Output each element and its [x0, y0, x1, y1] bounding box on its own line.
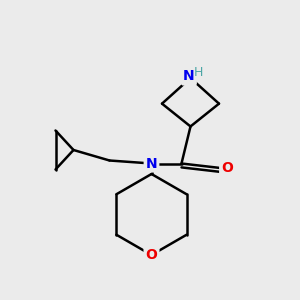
Text: N: N — [146, 157, 157, 170]
Text: O: O — [146, 248, 158, 262]
Text: O: O — [221, 161, 233, 175]
Text: N: N — [183, 70, 195, 83]
Text: H: H — [193, 66, 203, 79]
